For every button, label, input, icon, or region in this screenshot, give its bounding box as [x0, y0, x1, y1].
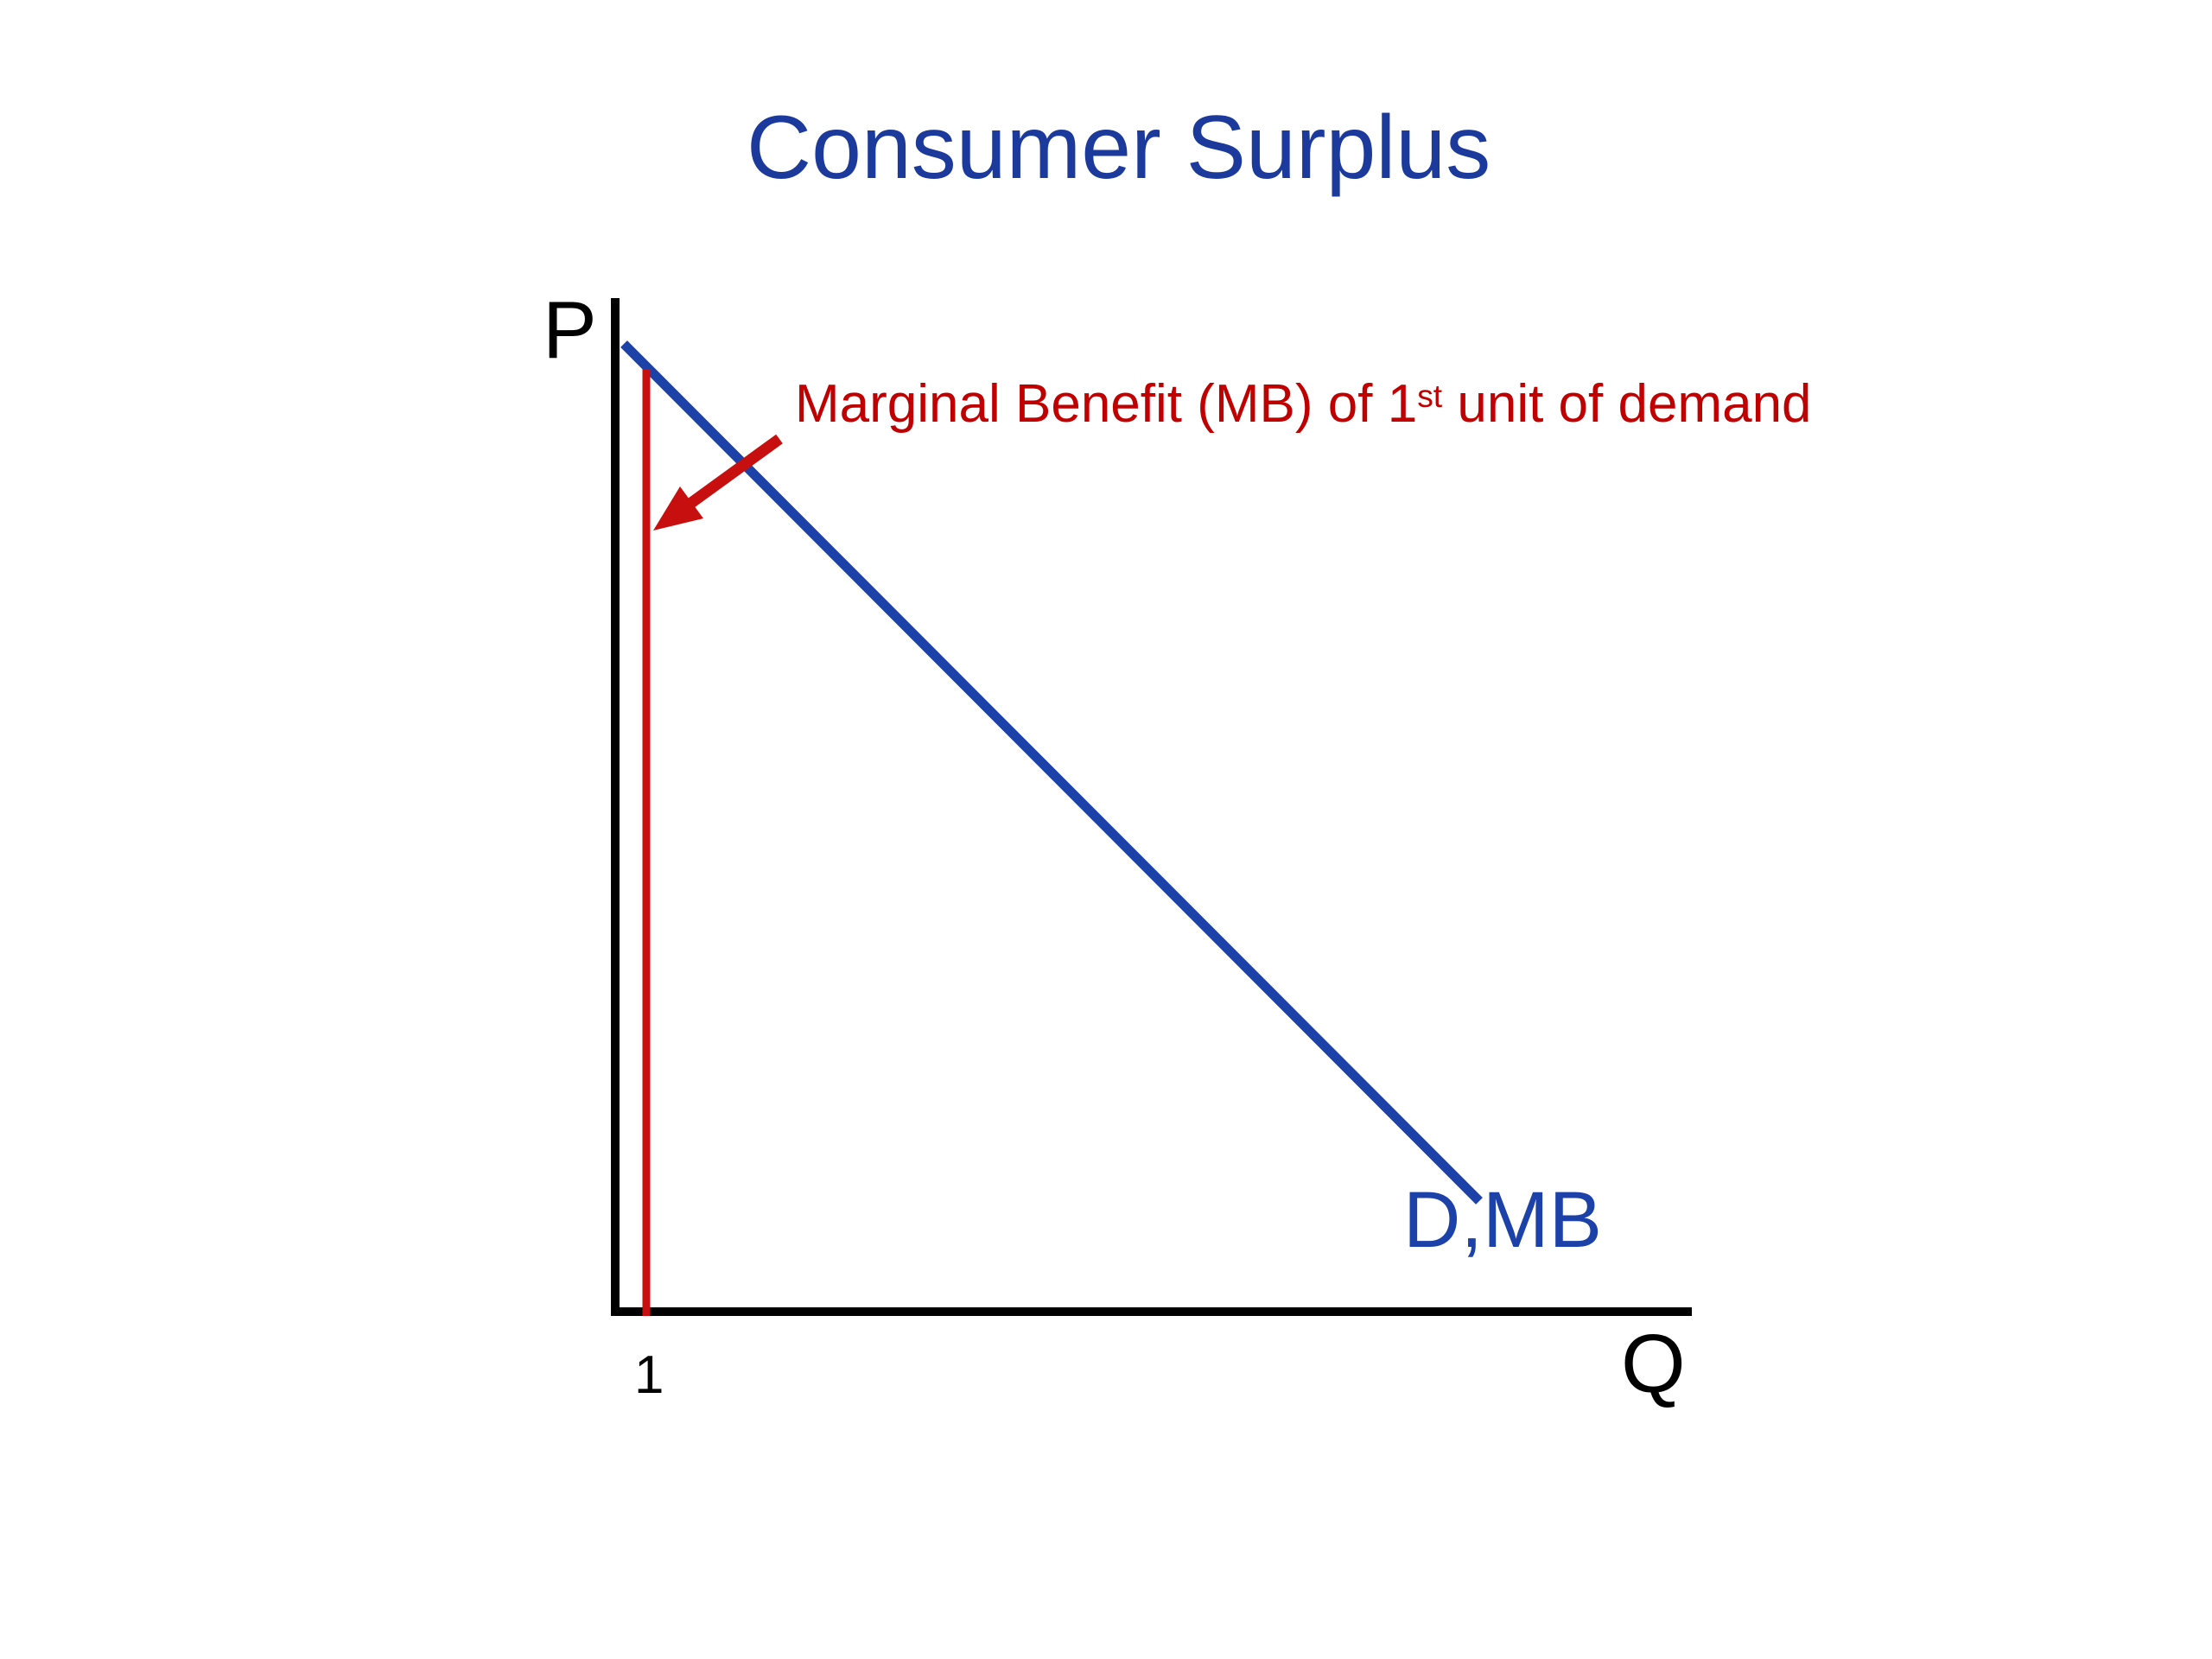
annotation-text-before: Marginal Benefit (MB) of 1	[795, 374, 1418, 434]
annotation-arrow-shaft	[688, 434, 783, 508]
demand-curve-label: D,MB	[1403, 1176, 1602, 1264]
x-tick-label-1: 1	[634, 1345, 664, 1405]
demand-curve-line	[620, 340, 1483, 1205]
y-axis-label: P	[543, 284, 597, 375]
annotation-superscript: st	[1417, 378, 1443, 415]
annotation-text-after: unit of demand	[1442, 374, 1812, 434]
mb-annotation: Marginal Benefit (MB) of 1st unit of dem…	[795, 373, 1812, 435]
x-axis-label: Q	[1621, 1318, 1686, 1410]
annotation-arrowhead-icon	[653, 486, 703, 531]
slide-title: Consumer Surplus	[747, 98, 1491, 198]
